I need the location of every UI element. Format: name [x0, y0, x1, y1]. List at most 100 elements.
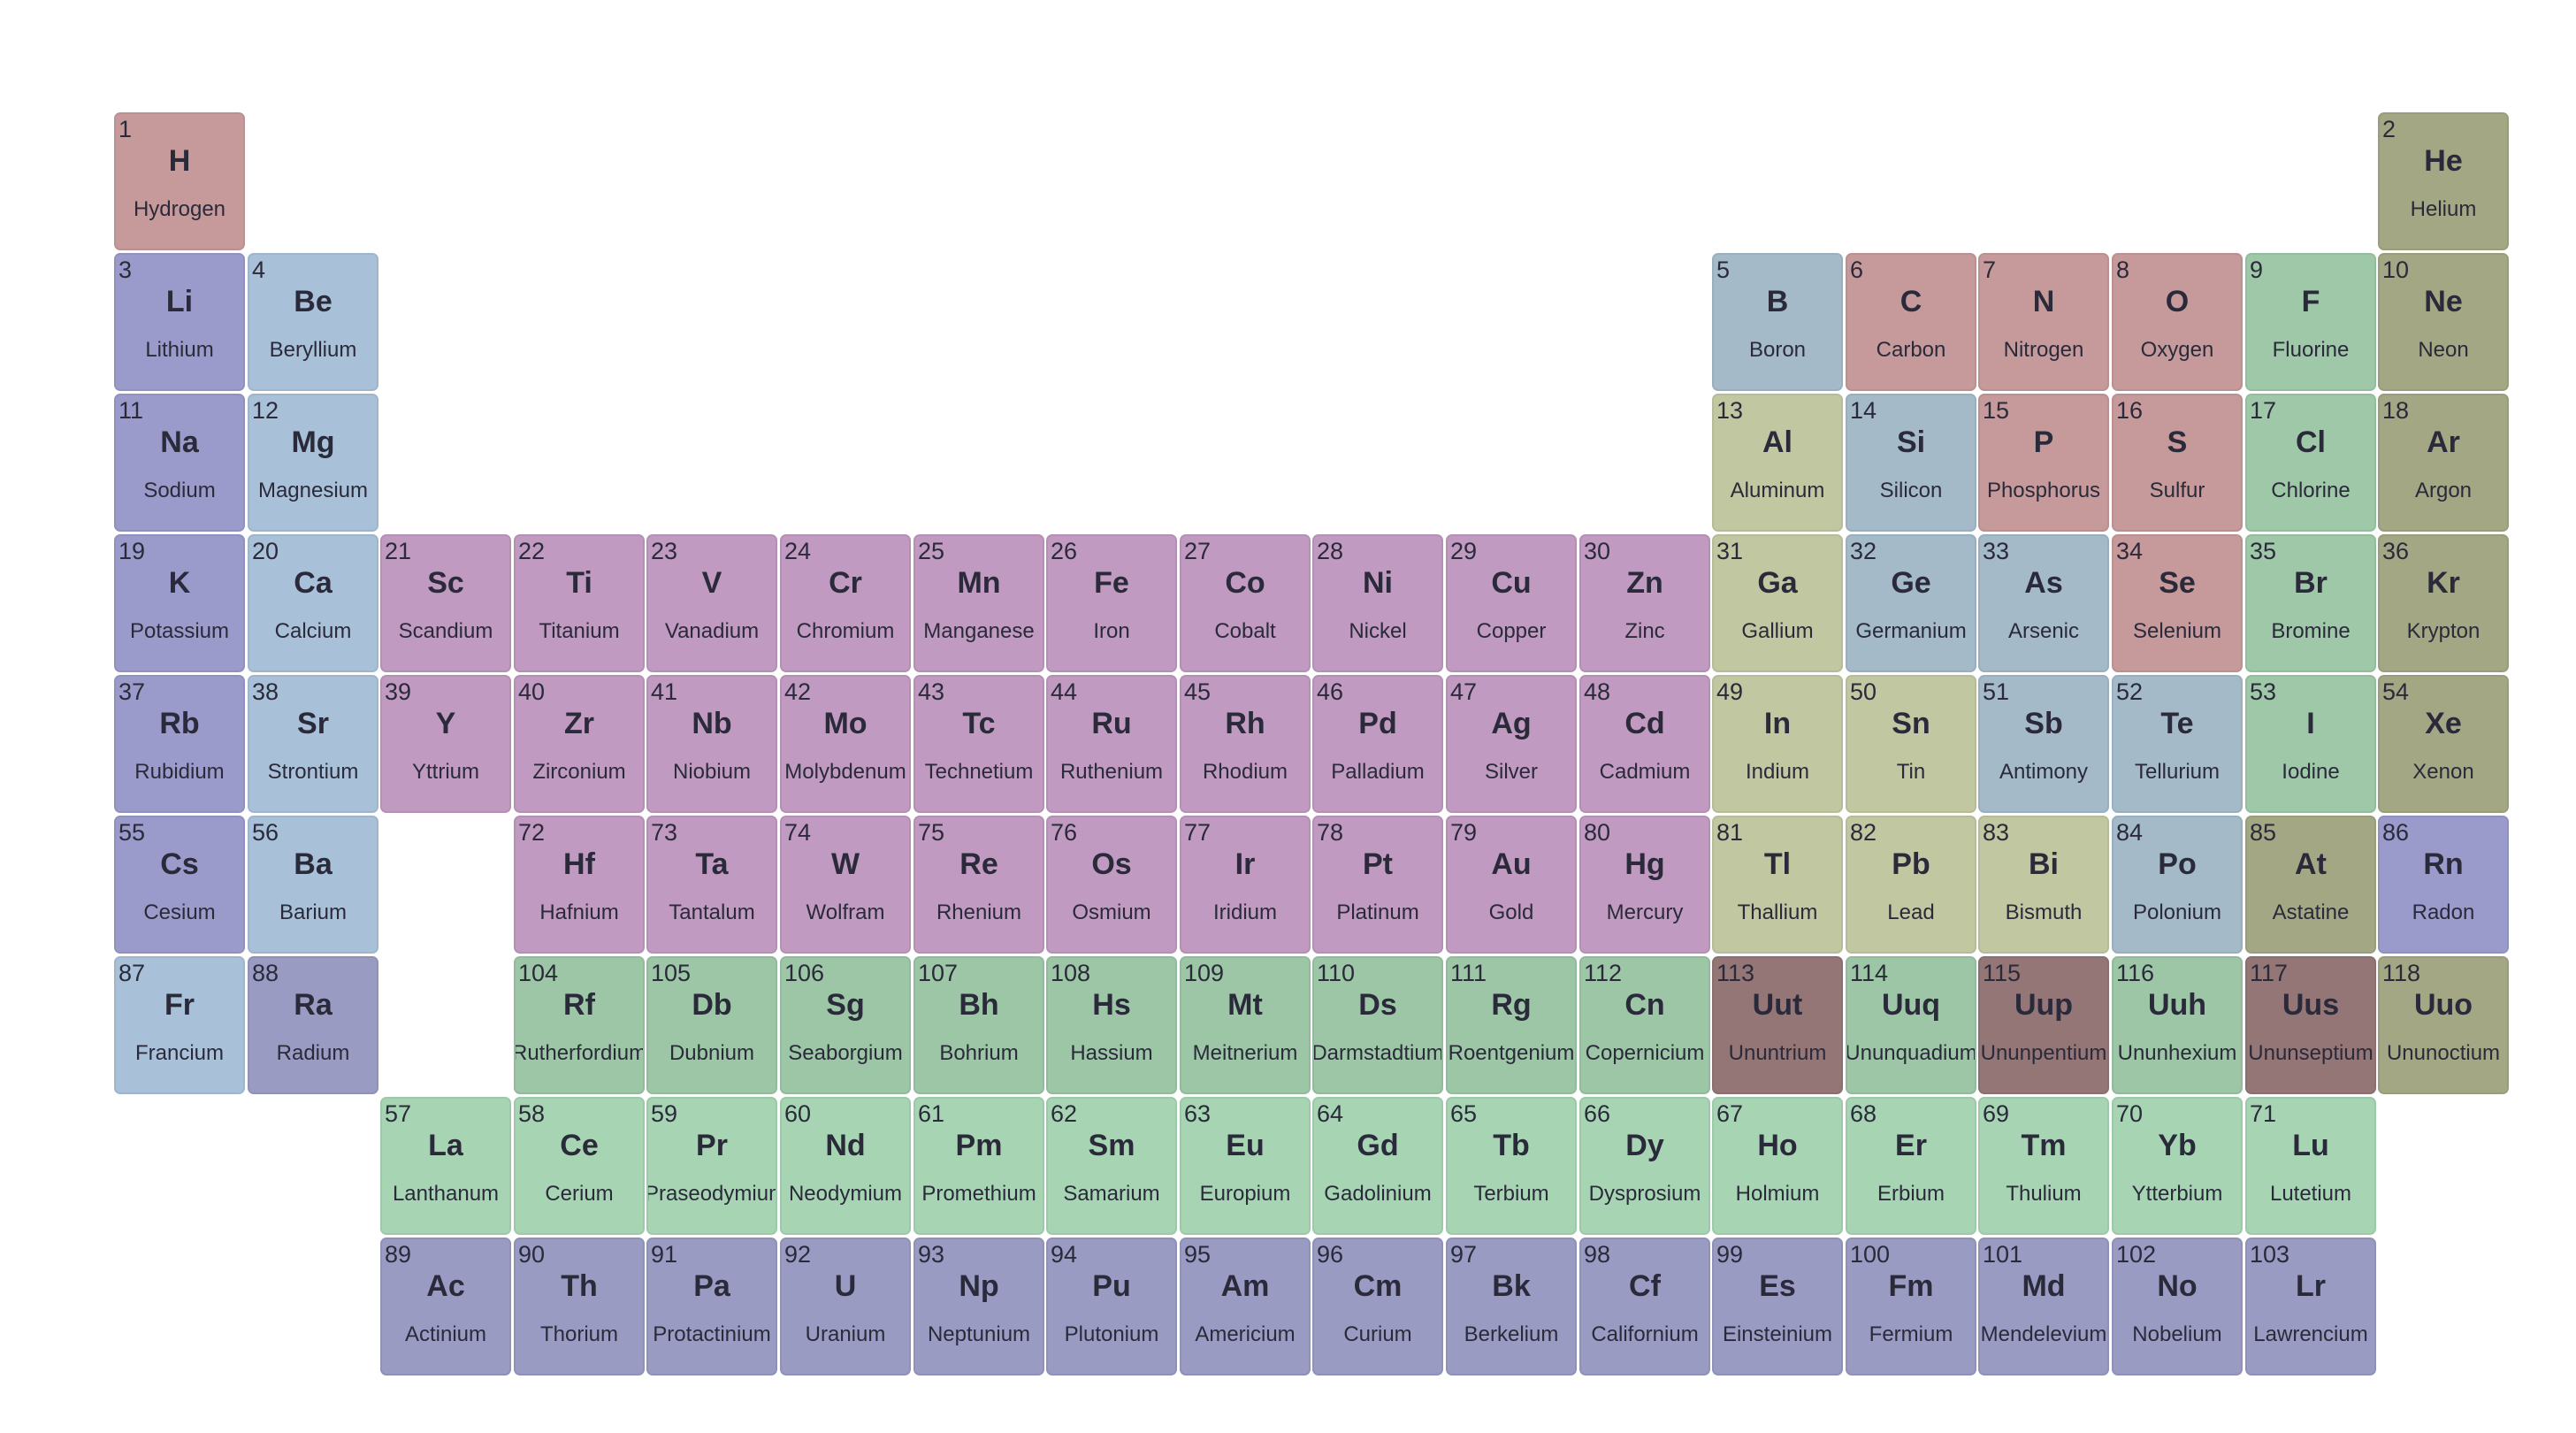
element-tile-np[interactable]: 93 Np Neptunium [913, 1238, 1044, 1376]
element-tile-ba[interactable]: 56 Ba Barium [248, 816, 378, 954]
element-tile-cr[interactable]: 24 Cr Chromium [780, 534, 911, 672]
element-tile-lr[interactable]: 103 Lr Lawrencium [2245, 1238, 2376, 1376]
element-tile-hf[interactable]: 72 Hf Hafnium [514, 816, 645, 954]
element-tile-at[interactable]: 85 At Astatine [2245, 816, 2376, 954]
element-tile-bk[interactable]: 97 Bk Berkelium [1446, 1238, 1577, 1376]
element-tile-ho[interactable]: 67 Ho Holmium [1712, 1097, 1843, 1235]
element-tile-eu[interactable]: 63 Eu Europium [1180, 1097, 1311, 1235]
element-tile-pt[interactable]: 78 Pt Platinum [1312, 816, 1443, 954]
element-tile-uut[interactable]: 113 Uut Ununtrium [1712, 956, 1843, 1094]
element-tile-k[interactable]: 19 K Potassium [114, 534, 245, 672]
element-tile-fm[interactable]: 100 Fm Fermium [1846, 1238, 1976, 1376]
element-tile-te[interactable]: 52 Te Tellurium [2112, 675, 2243, 813]
element-tile-rn[interactable]: 86 Rn Radon [2378, 816, 2509, 954]
element-tile-no[interactable]: 102 No Nobelium [2112, 1238, 2243, 1376]
element-tile-ca[interactable]: 20 Ca Calcium [248, 534, 378, 672]
element-tile-hg[interactable]: 80 Hg Mercury [1579, 816, 1710, 954]
element-tile-mo[interactable]: 42 Mo Molybdenum [780, 675, 911, 813]
element-tile-sn[interactable]: 50 Sn Tin [1846, 675, 1976, 813]
element-tile-ru[interactable]: 44 Ru Ruthenium [1046, 675, 1177, 813]
element-tile-mn[interactable]: 25 Mn Manganese [913, 534, 1044, 672]
element-tile-v[interactable]: 23 V Vanadium [646, 534, 777, 672]
element-tile-cl[interactable]: 17 Cl Chlorine [2245, 394, 2376, 532]
element-tile-re[interactable]: 75 Re Rhenium [913, 816, 1044, 954]
element-tile-gd[interactable]: 64 Gd Gadolinium [1312, 1097, 1443, 1235]
element-tile-ni[interactable]: 28 Ni Nickel [1312, 534, 1443, 672]
element-tile-as[interactable]: 33 As Arsenic [1978, 534, 2109, 672]
element-tile-uuo[interactable]: 118 Uuo Ununoctium [2378, 956, 2509, 1094]
element-tile-fe[interactable]: 26 Fe Iron [1046, 534, 1177, 672]
element-tile-p[interactable]: 15 P Phosphorus [1978, 394, 2109, 532]
element-tile-lu[interactable]: 71 Lu Lutetium [2245, 1097, 2376, 1235]
element-tile-mt[interactable]: 109 Mt Meitnerium [1180, 956, 1311, 1094]
element-tile-y[interactable]: 39 Y Yttrium [380, 675, 511, 813]
element-tile-bh[interactable]: 107 Bh Bohrium [913, 956, 1044, 1094]
element-tile-ra[interactable]: 88 Ra Radium [248, 956, 378, 1094]
element-tile-fr[interactable]: 87 Fr Francium [114, 956, 245, 1094]
element-tile-uuq[interactable]: 114 Uuq Ununquadium [1846, 956, 1976, 1094]
element-tile-bi[interactable]: 83 Bi Bismuth [1978, 816, 2109, 954]
element-tile-uus[interactable]: 117 Uus Ununseptium [2245, 956, 2376, 1094]
element-tile-au[interactable]: 79 Au Gold [1446, 816, 1577, 954]
element-tile-c[interactable]: 6 C Carbon [1846, 253, 1976, 391]
element-tile-co[interactable]: 27 Co Cobalt [1180, 534, 1311, 672]
element-tile-ne[interactable]: 10 Ne Neon [2378, 253, 2509, 391]
element-tile-ar[interactable]: 18 Ar Argon [2378, 394, 2509, 532]
element-tile-se[interactable]: 34 Se Selenium [2112, 534, 2243, 672]
element-tile-er[interactable]: 68 Er Erbium [1846, 1097, 1976, 1235]
element-tile-ti[interactable]: 22 Ti Titanium [514, 534, 645, 672]
element-tile-ir[interactable]: 77 Ir Iridium [1180, 816, 1311, 954]
element-tile-si[interactable]: 14 Si Silicon [1846, 394, 1976, 532]
element-tile-th[interactable]: 90 Th Thorium [514, 1238, 645, 1376]
element-tile-ge[interactable]: 32 Ge Germanium [1846, 534, 1976, 672]
element-tile-cu[interactable]: 29 Cu Copper [1446, 534, 1577, 672]
element-tile-w[interactable]: 74 W Wolfram [780, 816, 911, 954]
element-tile-rg[interactable]: 111 Rg Roentgenium [1446, 956, 1577, 1094]
element-tile-tl[interactable]: 81 Tl Thallium [1712, 816, 1843, 954]
element-tile-pa[interactable]: 91 Pa Protactinium [646, 1238, 777, 1376]
element-tile-tb[interactable]: 65 Tb Terbium [1446, 1097, 1577, 1235]
element-tile-os[interactable]: 76 Os Osmium [1046, 816, 1177, 954]
element-tile-nb[interactable]: 41 Nb Niobium [646, 675, 777, 813]
element-tile-ga[interactable]: 31 Ga Gallium [1712, 534, 1843, 672]
element-tile-pm[interactable]: 61 Pm Promethium [913, 1097, 1044, 1235]
element-tile-ds[interactable]: 110 Ds Darmstadtium [1312, 956, 1443, 1094]
element-tile-zn[interactable]: 30 Zn Zinc [1579, 534, 1710, 672]
element-tile-na[interactable]: 11 Na Sodium [114, 394, 245, 532]
element-tile-he[interactable]: 2 He Helium [2378, 112, 2509, 250]
element-tile-uup[interactable]: 115 Uup Ununpentium [1978, 956, 2109, 1094]
element-tile-zr[interactable]: 40 Zr Zirconium [514, 675, 645, 813]
element-tile-br[interactable]: 35 Br Bromine [2245, 534, 2376, 672]
element-tile-uuh[interactable]: 116 Uuh Ununhexium [2112, 956, 2243, 1094]
element-tile-xe[interactable]: 54 Xe Xenon [2378, 675, 2509, 813]
element-tile-rf[interactable]: 104 Rf Rutherfordium [514, 956, 645, 1094]
element-tile-rh[interactable]: 45 Rh Rhodium [1180, 675, 1311, 813]
element-tile-la[interactable]: 57 La Lanthanum [380, 1097, 511, 1235]
element-tile-ag[interactable]: 47 Ag Silver [1446, 675, 1577, 813]
element-tile-sr[interactable]: 38 Sr Strontium [248, 675, 378, 813]
element-tile-cm[interactable]: 96 Cm Curium [1312, 1238, 1443, 1376]
element-tile-tm[interactable]: 69 Tm Thulium [1978, 1097, 2109, 1235]
element-tile-ac[interactable]: 89 Ac Actinium [380, 1238, 511, 1376]
element-tile-u[interactable]: 92 U Uranium [780, 1238, 911, 1376]
element-tile-cd[interactable]: 48 Cd Cadmium [1579, 675, 1710, 813]
element-tile-be[interactable]: 4 Be Beryllium [248, 253, 378, 391]
element-tile-po[interactable]: 84 Po Polonium [2112, 816, 2243, 954]
element-tile-f[interactable]: 9 F Fluorine [2245, 253, 2376, 391]
element-tile-pr[interactable]: 59 Pr Praseodymium [646, 1097, 777, 1235]
element-tile-kr[interactable]: 36 Kr Krypton [2378, 534, 2509, 672]
element-tile-sc[interactable]: 21 Sc Scandium [380, 534, 511, 672]
element-tile-h[interactable]: 1 H Hydrogen [114, 112, 245, 250]
element-tile-ce[interactable]: 58 Ce Cerium [514, 1097, 645, 1235]
element-tile-am[interactable]: 95 Am Americium [1180, 1238, 1311, 1376]
element-tile-s[interactable]: 16 S Sulfur [2112, 394, 2243, 532]
element-tile-es[interactable]: 99 Es Einsteinium [1712, 1238, 1843, 1376]
element-tile-al[interactable]: 13 Al Aluminum [1712, 394, 1843, 532]
element-tile-cs[interactable]: 55 Cs Cesium [114, 816, 245, 954]
element-tile-mg[interactable]: 12 Mg Magnesium [248, 394, 378, 532]
element-tile-pd[interactable]: 46 Pd Palladium [1312, 675, 1443, 813]
element-tile-tc[interactable]: 43 Tc Technetium [913, 675, 1044, 813]
element-tile-pb[interactable]: 82 Pb Lead [1846, 816, 1976, 954]
element-tile-db[interactable]: 105 Db Dubnium [646, 956, 777, 1094]
element-tile-i[interactable]: 53 I Iodine [2245, 675, 2376, 813]
